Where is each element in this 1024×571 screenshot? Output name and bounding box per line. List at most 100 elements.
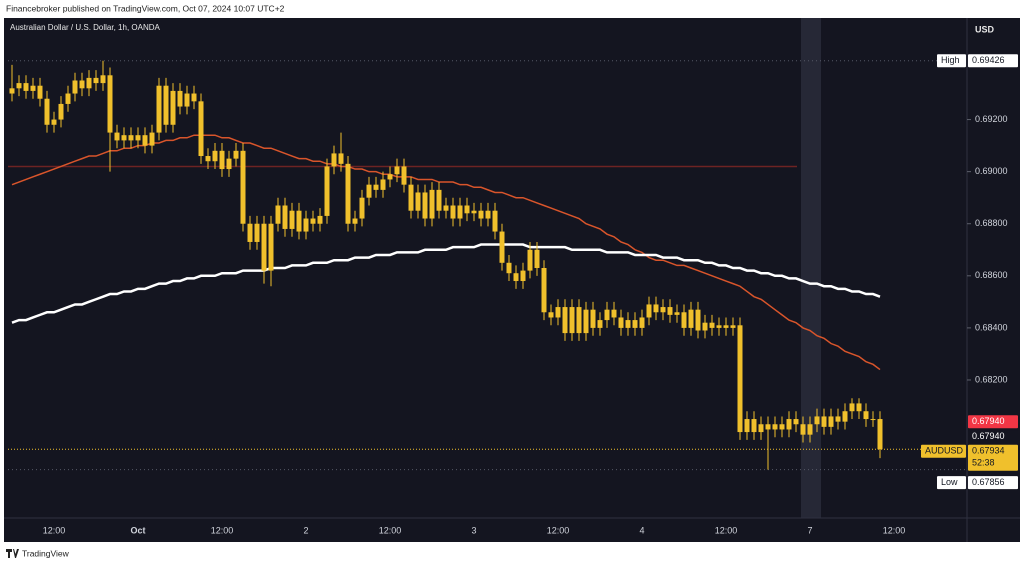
candle-body xyxy=(149,132,155,146)
candle-body xyxy=(261,223,267,271)
candle-body xyxy=(877,419,883,450)
candle-body xyxy=(807,424,813,435)
x-tick-label: 4 xyxy=(639,525,644,535)
candle-body xyxy=(296,210,302,232)
candle-body xyxy=(345,163,351,224)
y-tick-label: 0.68600 xyxy=(975,270,1008,280)
candle-body xyxy=(730,325,736,328)
candle-body xyxy=(800,424,806,435)
candle-body xyxy=(632,320,638,328)
candle-body xyxy=(401,166,407,185)
candle-body xyxy=(765,424,771,430)
candle-body xyxy=(842,411,848,422)
candle-body xyxy=(485,210,491,219)
candle-body xyxy=(758,424,764,433)
publisher-note: Financebroker published on TradingView.c… xyxy=(6,3,285,13)
x-tick-label: 2 xyxy=(303,525,308,535)
candle-body xyxy=(569,307,575,334)
candle-body xyxy=(352,218,358,224)
symbol-tag-box xyxy=(921,444,966,458)
candle-body xyxy=(520,270,526,282)
high-tag-box xyxy=(937,54,966,68)
candle-body xyxy=(457,205,463,219)
candle-body xyxy=(268,223,274,271)
candle-body xyxy=(667,307,673,315)
candle-body xyxy=(44,98,50,125)
candle-body xyxy=(702,322,708,331)
candle-body xyxy=(254,223,260,242)
candle-body xyxy=(534,249,540,268)
candle-body xyxy=(849,403,855,412)
y-tick-label: 0.68800 xyxy=(975,218,1008,228)
x-tick-label: 12:00 xyxy=(379,525,402,535)
candle-body xyxy=(793,419,799,425)
x-tick-label: 12:00 xyxy=(43,525,66,535)
candle-body xyxy=(499,231,505,263)
x-tick-label: 12:00 xyxy=(883,525,906,535)
candle-body xyxy=(387,174,393,180)
candle-body xyxy=(716,325,722,328)
candle-body xyxy=(317,215,323,224)
candle-body xyxy=(233,150,239,159)
quote-text: 0.67940 xyxy=(972,431,1005,441)
candle-body xyxy=(779,424,785,430)
quote-text: 0.67940 xyxy=(972,416,1005,426)
y-tick-label: 0.69000 xyxy=(975,166,1008,176)
candle-body xyxy=(184,93,190,107)
candle-body xyxy=(324,166,330,216)
last-price-box xyxy=(968,444,1018,471)
countdown-text: 52:38 xyxy=(972,458,995,468)
candle-body xyxy=(72,80,78,94)
candle-body xyxy=(310,218,316,224)
candle-body xyxy=(772,424,778,430)
candle-body xyxy=(100,75,106,84)
candle-body xyxy=(863,411,869,420)
candle-body xyxy=(415,192,421,211)
candle-body xyxy=(121,135,127,141)
symbol-tag-text: AUDUSD xyxy=(925,446,964,456)
candle-body xyxy=(513,273,519,282)
candle-body xyxy=(541,268,547,313)
candle-body xyxy=(331,153,337,167)
high-tag-text: High xyxy=(941,55,960,65)
brand-name: TradingView xyxy=(22,548,70,558)
x-tick-label: 3 xyxy=(471,525,476,535)
candle-body xyxy=(177,90,183,107)
candle-body xyxy=(443,205,449,211)
candle-body xyxy=(583,309,589,334)
candle-body xyxy=(751,419,757,433)
low-tag-box xyxy=(937,476,966,490)
candle-body xyxy=(275,205,281,224)
candle-body xyxy=(79,80,85,89)
chart-background xyxy=(4,18,1020,542)
candle-body xyxy=(828,416,834,427)
candle-body xyxy=(618,317,624,328)
candle-body xyxy=(597,320,603,328)
candle-body xyxy=(359,197,365,219)
y-tick-label: 0.69200 xyxy=(975,114,1008,124)
candle-body xyxy=(660,307,666,313)
candle-body xyxy=(611,309,617,318)
candle-body xyxy=(37,85,43,99)
high-value-box xyxy=(968,54,1018,68)
candle-body xyxy=(786,419,792,430)
candle-body xyxy=(681,312,687,328)
candle-body xyxy=(156,85,162,133)
candle-body xyxy=(590,309,596,328)
candle-body xyxy=(65,93,71,104)
candle-body xyxy=(695,309,701,331)
x-tick-label: Oct xyxy=(130,525,145,535)
candle-body xyxy=(814,416,820,425)
candle-body xyxy=(604,309,610,321)
candle-body xyxy=(653,304,659,313)
candle-body xyxy=(870,419,876,421)
currency-label: USD xyxy=(975,24,995,34)
x-tick-label: 12:00 xyxy=(211,525,234,535)
candle-body xyxy=(639,317,645,328)
candle-body xyxy=(688,309,694,328)
candle-body xyxy=(450,205,456,219)
low-value-box xyxy=(968,476,1018,490)
candle-body xyxy=(429,189,435,219)
